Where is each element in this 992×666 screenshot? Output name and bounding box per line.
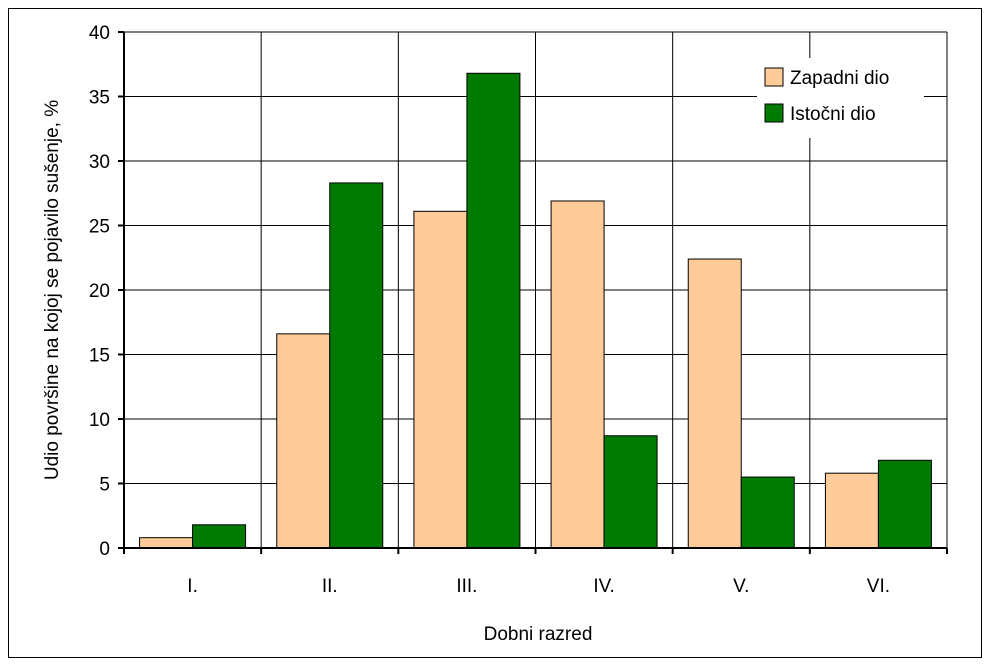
legend-label-istocni: Istočni dio: [790, 104, 876, 125]
bar-zapadni-3: [413, 210, 468, 549]
bar-istocni-1: [192, 524, 247, 549]
x-tick-label-5: V.: [733, 576, 749, 597]
x-tick-label-1: I.: [187, 576, 198, 597]
y-tick-label-8: 40: [89, 23, 110, 44]
y-tick-label-5: 25: [89, 217, 110, 238]
legend-label-zapadni: Zapadni dio: [790, 68, 889, 89]
x-tick-label-6: VI.: [867, 576, 890, 597]
bar-zapadni-1: [139, 537, 194, 549]
y-tick-label-7: 35: [89, 88, 110, 109]
legend-box: [757, 58, 924, 138]
y-tick-label-4: 20: [89, 281, 110, 302]
y-axis-title: Udio površine na kojoj se pojavilo sušen…: [42, 100, 63, 480]
x-tick-label-4: IV.: [593, 576, 615, 597]
legend: Zapadni dio Istočni dio: [757, 58, 924, 138]
bar-istocni-6: [877, 459, 932, 549]
legend-swatch-istocni: [764, 103, 784, 123]
x-tick-label-2: II.: [322, 576, 338, 597]
x-axis-title: Dobni razred: [484, 624, 593, 645]
axes: [118, 31, 948, 554]
y-tick-label-6: 30: [89, 152, 110, 173]
bar-istocni-4: [603, 435, 658, 549]
x-tick-label-3: III.: [456, 576, 477, 597]
y-tick-labels: 0 5 10 15 20 25 30 35 40: [89, 23, 110, 560]
bar-zapadni-4: [550, 200, 605, 549]
bar-zapadni-5: [687, 258, 742, 549]
bar-zapadni-2: [276, 333, 331, 549]
bar-istocni-3: [466, 72, 521, 549]
bar-istocni-2: [329, 182, 384, 549]
bar-istocni-5: [740, 476, 795, 549]
y-tick-label-1: 5: [99, 475, 110, 496]
y-tick-label-3: 15: [89, 346, 110, 367]
chart-frame: [8, 8, 982, 658]
y-tick-label-2: 10: [89, 410, 110, 431]
y-tick-label-0: 0: [99, 539, 110, 560]
x-tick-labels: I. II. III. IV. V. VI.: [187, 576, 890, 597]
bars: [139, 72, 932, 549]
bar-zapadni-6: [824, 472, 879, 549]
legend-swatch-zapadni: [764, 67, 784, 87]
